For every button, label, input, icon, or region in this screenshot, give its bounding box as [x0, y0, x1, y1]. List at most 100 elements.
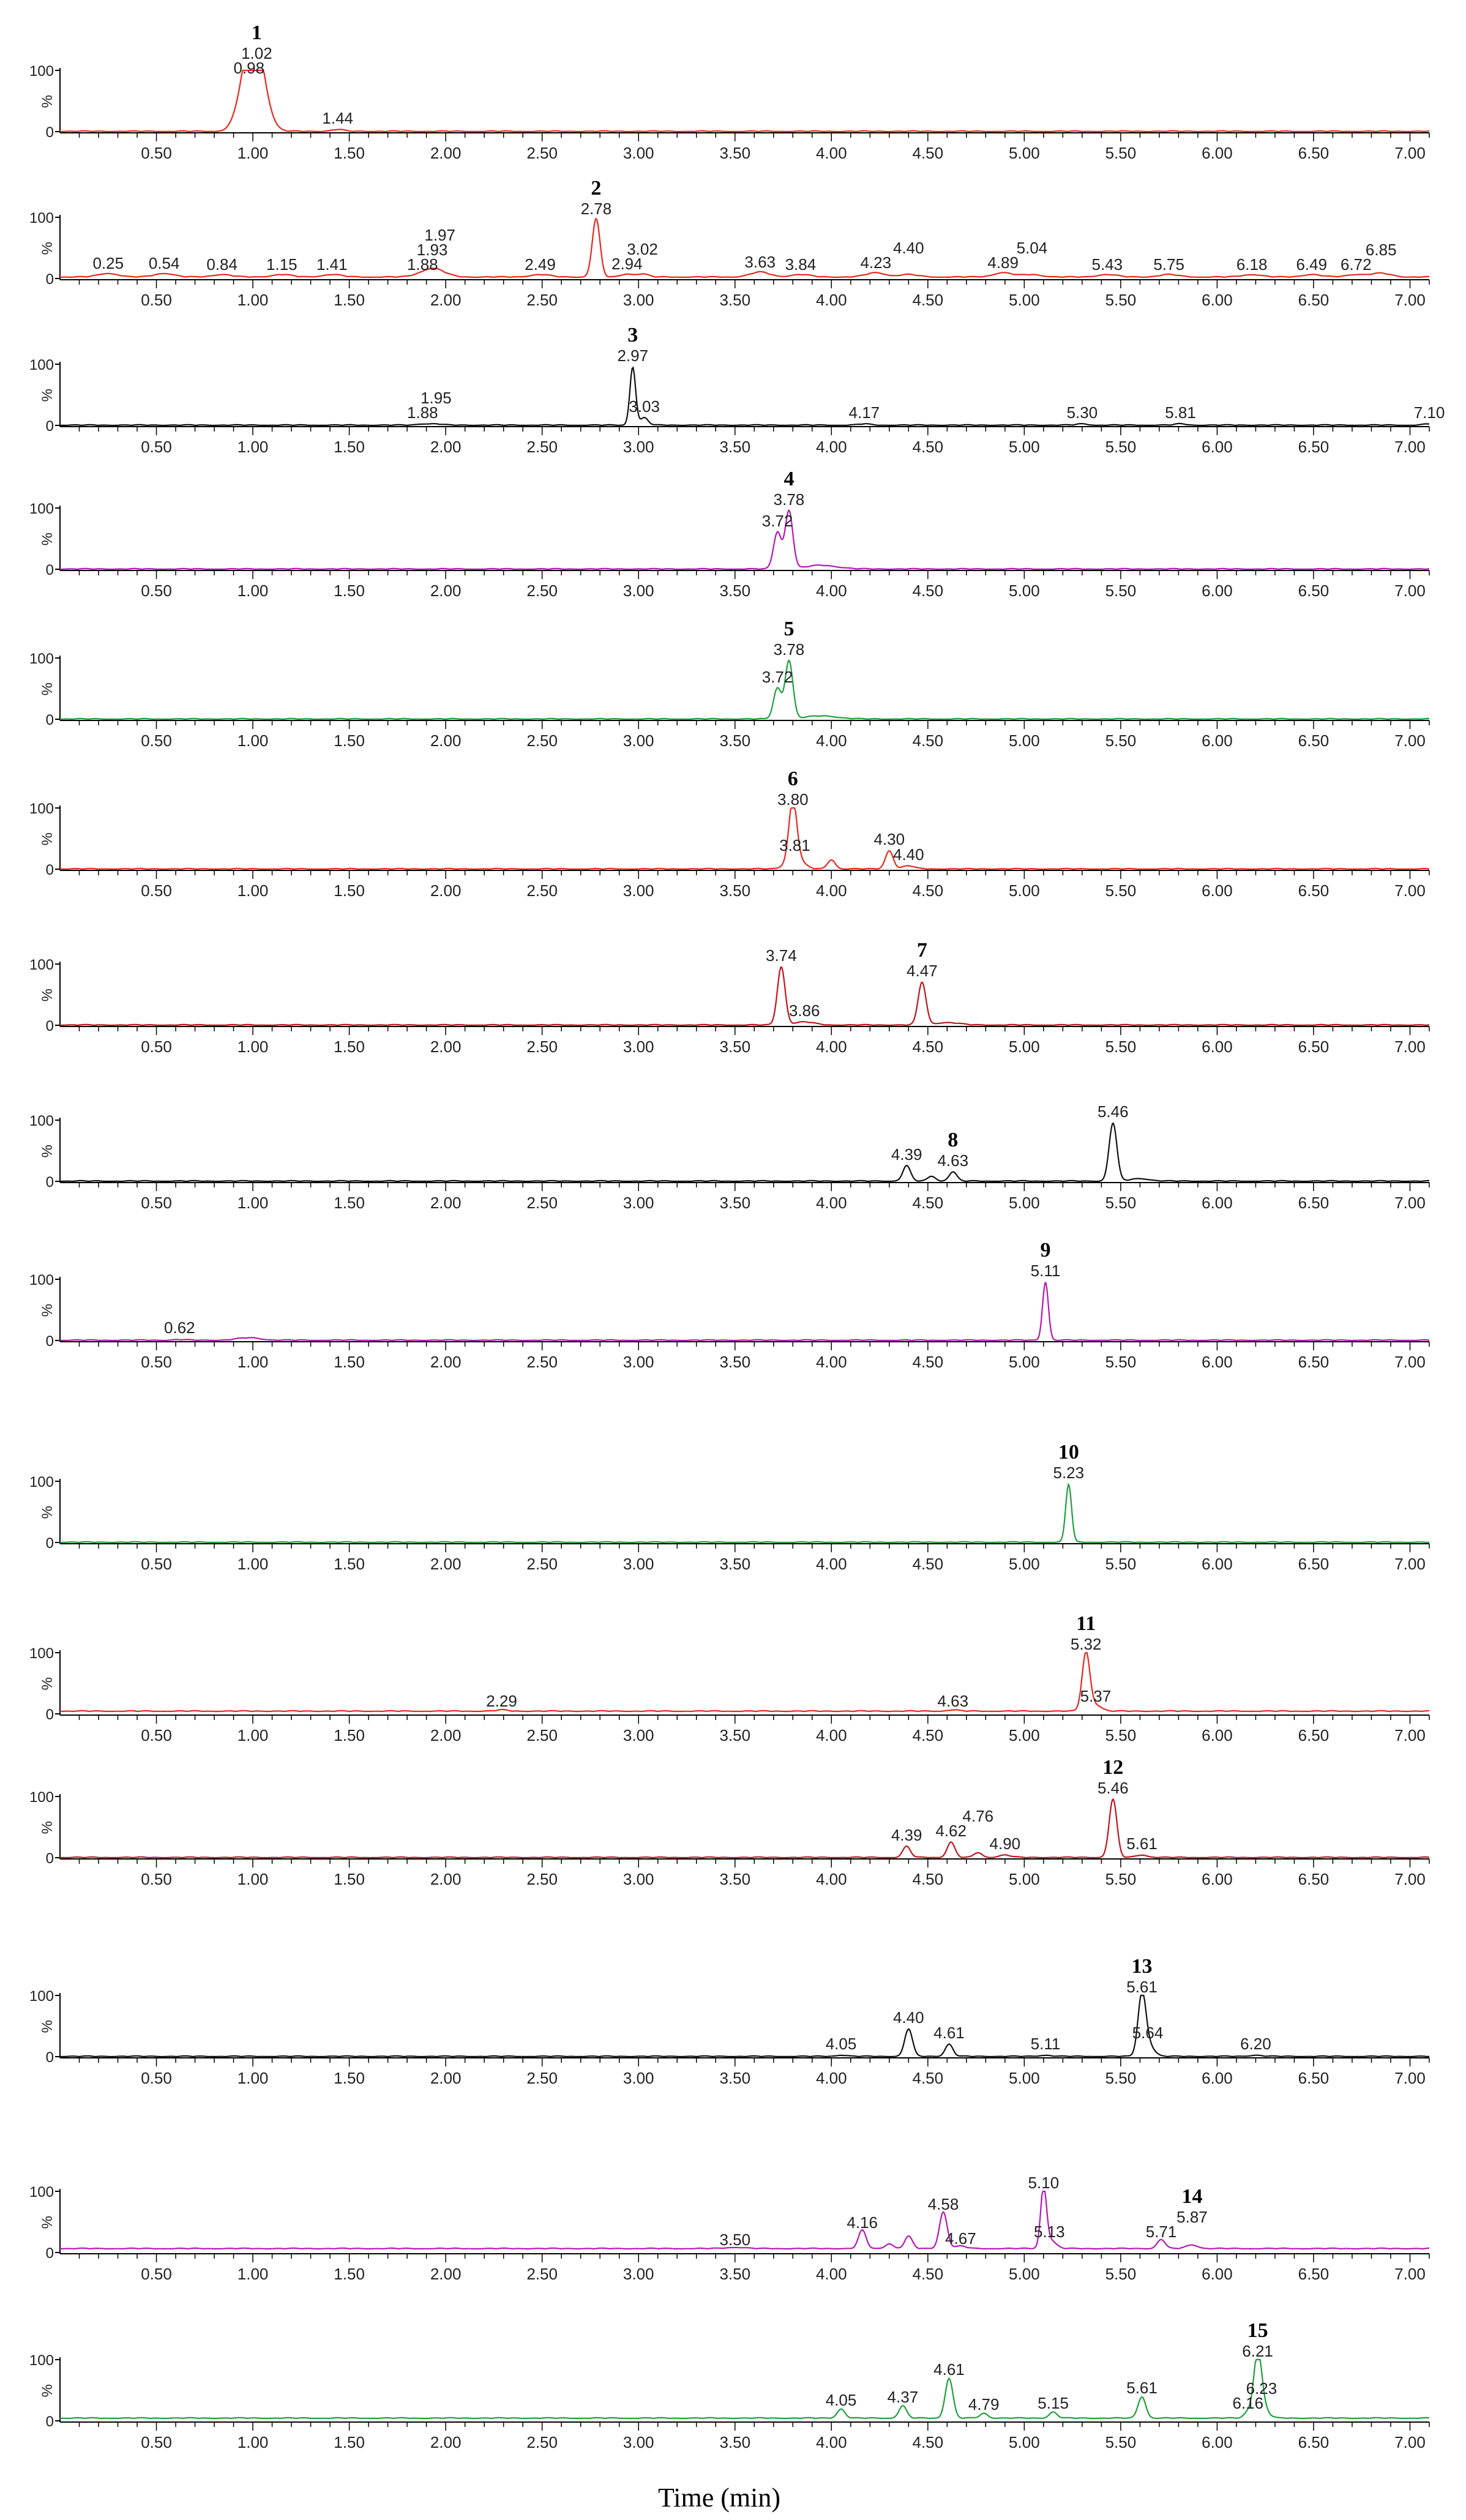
y-tick-label: 0: [46, 712, 54, 728]
x-tick-label: 2.00: [430, 1726, 462, 1744]
compound-number-label: 8: [948, 1129, 958, 1151]
chromatogram-panel-14: 100% 0 0.50 1.00 1.50 2.00 2.50 3.00 3.50 4.00 4.5…: [29, 2174, 1430, 2283]
x-tick-label: 1.00: [237, 1194, 269, 1212]
y-tick-label: 100: [29, 1113, 54, 1129]
peak-label: 5.64: [1132, 2024, 1164, 2042]
trace-line-10: [60, 1482, 1430, 1544]
x-tick-label: 4.00: [816, 2265, 847, 2283]
x-tick-label: 2.00: [430, 438, 462, 456]
x-tick-label: 0.50: [141, 1353, 172, 1371]
peak-label: 3.84: [785, 255, 817, 274]
x-tick-label: 3.50: [719, 1555, 750, 1573]
x-tick-label: 1.00: [237, 291, 269, 309]
x-tick-label: 7.00: [1394, 1726, 1426, 1744]
x-tick-label: 6.00: [1202, 881, 1233, 900]
x-tick-label: 1.00: [237, 438, 269, 456]
peak-label: 4.37: [888, 2388, 919, 2406]
x-tick-label: 5.00: [1009, 581, 1040, 600]
x-tick-label: 5.50: [1105, 731, 1137, 750]
x-tick-label: 4.50: [913, 438, 944, 456]
x-tick-label: 4.00: [816, 581, 847, 600]
chromatogram-panels: 100%00.50 1.00 1.50 2.00 2.50 3.00 3.50 4.00 4.5…: [29, 21, 1445, 2451]
x-tick-label: 3.00: [623, 1726, 654, 1744]
trace-line-14: [60, 2190, 1430, 2250]
peak-label: 3.80: [777, 790, 809, 809]
x-tick-label: 3.00: [623, 731, 654, 750]
peak-label: 6.85: [1366, 241, 1397, 259]
compound-number-label: 7: [917, 939, 927, 962]
y-tick-label: 100: [29, 1272, 54, 1288]
x-tick-label: 1.00: [237, 1353, 269, 1371]
x-tick-label: 2.00: [430, 881, 462, 900]
x-tick-label: 5.00: [1009, 1870, 1040, 1888]
x-tick-label: 6.00: [1202, 1870, 1233, 1888]
x-tick-label: 2.50: [526, 1353, 558, 1371]
chromatogram-panel-8: 100% 0 0.50 1.00 1.50 2.00 2.50 3.00 3.50 4.00 4.5…: [29, 1102, 1430, 1212]
y-tick-label: 100: [29, 501, 54, 517]
x-tick-label: 3.00: [623, 1194, 654, 1212]
y-unit-label: %: [39, 1677, 56, 1690]
x-tick-label: 6.50: [1298, 2069, 1329, 2087]
compound-number-label: 5: [783, 618, 794, 640]
peak-label: 4.40: [893, 845, 924, 864]
x-tick-label: 5.00: [1009, 2069, 1040, 2087]
peak-label: 5.11: [1031, 2035, 1061, 2053]
x-tick-label: 3.00: [623, 1870, 654, 1888]
peak-label: 4.47: [907, 962, 938, 980]
x-tick-label: 7.00: [1394, 2265, 1426, 2283]
x-tick-label: 1.00: [237, 144, 269, 162]
peak-label: 0.62: [164, 1318, 195, 1337]
x-tick-label: 6.00: [1202, 144, 1233, 162]
y-tick-label: 100: [29, 1645, 54, 1662]
y-unit-label: %: [39, 682, 56, 695]
x-tick-label: 5.50: [1105, 438, 1137, 456]
peak-label: 2.29: [486, 1692, 517, 1710]
x-tick-label: 2.50: [526, 438, 558, 456]
x-tick-label: 6.50: [1298, 1194, 1329, 1212]
x-tick-label: 3.00: [623, 1038, 654, 1056]
x-tick-label: 5.00: [1009, 2433, 1040, 2451]
x-tick-label: 5.00: [1009, 1555, 1040, 1573]
x-tick-label: 1.00: [237, 2069, 269, 2087]
x-tick-label: 5.50: [1105, 1038, 1137, 1056]
compound-number-label: 10: [1058, 1441, 1079, 1464]
peak-label: 6.20: [1240, 2035, 1271, 2053]
x-tick-label: 6.50: [1298, 291, 1329, 309]
chromatogram-panel-13: 100% 0 0.50 1.00 1.50 2.00 2.50 3.00 3.50 4.00 4.5…: [29, 1955, 1430, 2087]
x-tick-label: 1.50: [334, 291, 365, 309]
peak-label: 1.88: [407, 255, 438, 274]
chromatogram-panel-3: 100% 0 0.50 1.00 1.50 2.00 2.50 3.00 3.50 4.00 4.5…: [29, 324, 1445, 456]
peak-label: 0.54: [149, 254, 180, 272]
x-tick-label: 3.50: [719, 1353, 750, 1371]
x-tick-label: 3.50: [719, 1038, 750, 1056]
x-tick-label: 4.50: [913, 731, 944, 750]
compound-number-label: 15: [1247, 2319, 1268, 2342]
x-tick-label: 0.50: [141, 2265, 172, 2283]
x-tick-label: 4.50: [913, 1726, 944, 1744]
peak-label: 5.37: [1080, 1687, 1112, 1705]
x-tick-label: 0.50: [141, 1194, 172, 1212]
peak-label: 2.49: [525, 255, 556, 274]
x-tick-label: 1.00: [237, 1038, 269, 1056]
peak-label: 3.72: [762, 668, 793, 686]
x-tick-label: 4.00: [816, 1038, 847, 1056]
chromatogram-panel-11: 100% 0 0.50 1.00 1.50 2.00 2.50 3.00 3.50 4.00 4.5…: [29, 1612, 1430, 1744]
x-tick-label: 2.50: [526, 2069, 558, 2087]
y-tick-label: 100: [29, 1474, 54, 1490]
x-tick-label: 2.50: [526, 2433, 558, 2451]
x-tick-label: 0.50: [141, 1870, 172, 1888]
x-tick-label: 4.00: [816, 291, 847, 309]
x-tick-label: 7.00: [1394, 1555, 1426, 1573]
y-unit-label: %: [39, 1506, 56, 1519]
y-unit-label: %: [39, 389, 56, 402]
x-tick-label: 2.50: [526, 1726, 558, 1744]
y-unit-label: %: [39, 1821, 56, 1834]
y-unit-label: %: [39, 533, 56, 545]
x-tick-label: 2.00: [430, 2069, 462, 2087]
y-tick-label: 0: [46, 2245, 54, 2262]
y-tick-label: 100: [29, 801, 54, 817]
x-tick-label: 7.00: [1394, 144, 1426, 162]
chromatogram-panel-10: 100% 0 0.50 1.00 1.50 2.00 2.50 3.00 3.50 4.00 4.5…: [29, 1441, 1430, 1573]
x-tick-label: 7.00: [1394, 1353, 1426, 1371]
x-tick-label: 4.50: [913, 291, 944, 309]
